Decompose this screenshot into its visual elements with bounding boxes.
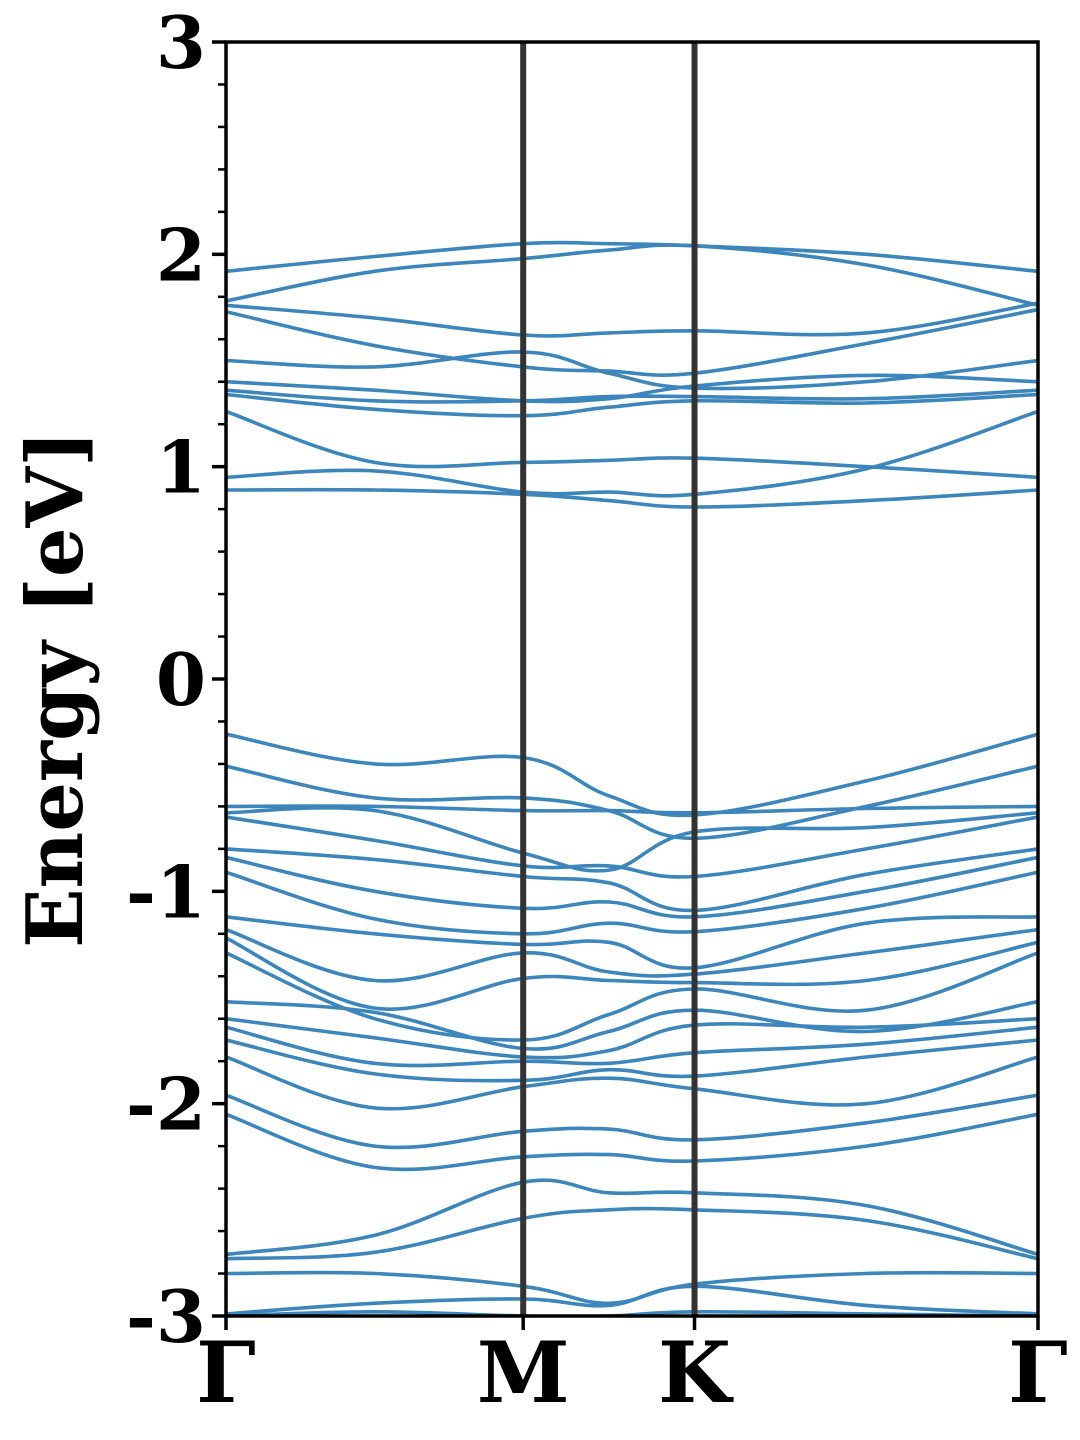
- band-line-4: [226, 307, 1038, 377]
- bands: [226, 240, 1038, 1316]
- band-line-19: [226, 870, 1038, 936]
- x-tick-label: M: [477, 1323, 570, 1422]
- band-line-2: [226, 243, 1038, 308]
- y-axis-ticks: -3 -2 -1 0 1 2 3: [126, 0, 226, 1359]
- band-line-29: [226, 1093, 1038, 1150]
- band-line-34: [226, 1284, 1038, 1316]
- band-line-26: [226, 1025, 1038, 1068]
- band-line-16: [226, 815, 1038, 879]
- y-tick-label: -2: [126, 1062, 206, 1147]
- band-line-31: [226, 1178, 1038, 1257]
- y-tick-label: 3: [156, 0, 206, 85]
- y-tick-label: 0: [156, 637, 206, 722]
- band-line-9: [226, 409, 1038, 480]
- band-line-13: [226, 764, 1038, 841]
- band-line-8: [226, 392, 1038, 418]
- kpath-lines: [520, 42, 698, 1316]
- x-tick-label: Γ: [1008, 1323, 1068, 1422]
- band-line-33: [226, 1270, 1038, 1306]
- band-line-12: [226, 732, 1038, 818]
- band-line-7: [226, 388, 1038, 404]
- y-tick-label: -1: [126, 849, 206, 934]
- band-line-27: [226, 1038, 1038, 1083]
- band-line-15: [226, 806, 1038, 873]
- band-line-14: [226, 804, 1038, 815]
- band-line-21: [226, 927, 1038, 983]
- y-tick-label: -3: [126, 1274, 206, 1359]
- band-line-20: [226, 915, 1038, 970]
- band-line-25: [226, 1016, 1038, 1060]
- band-line-22: [226, 936, 1038, 1011]
- plot-frame: [224, 40, 1040, 1318]
- x-tick-label: Γ: [196, 1323, 256, 1422]
- band-line-10: [226, 409, 1038, 498]
- band-line-18: [226, 855, 1038, 919]
- x-tick-label: K: [658, 1323, 734, 1422]
- band-line-32: [226, 1206, 1038, 1261]
- y-tick-label: 1: [156, 425, 206, 510]
- band-line-6: [226, 373, 1038, 404]
- y-axis-label: Energy [eV]: [10, 430, 101, 948]
- band-line-11: [226, 487, 1038, 509]
- band-line-1: [226, 240, 1038, 274]
- band-line-3: [226, 301, 1038, 338]
- band-line-23: [226, 951, 1038, 1042]
- band-line-24: [226, 999, 1038, 1051]
- y-tick-label: 2: [156, 212, 206, 297]
- band-line-5: [226, 350, 1038, 391]
- band-line-17: [226, 847, 1038, 913]
- band-line-30: [226, 1112, 1038, 1172]
- band-line-28: [226, 1055, 1038, 1111]
